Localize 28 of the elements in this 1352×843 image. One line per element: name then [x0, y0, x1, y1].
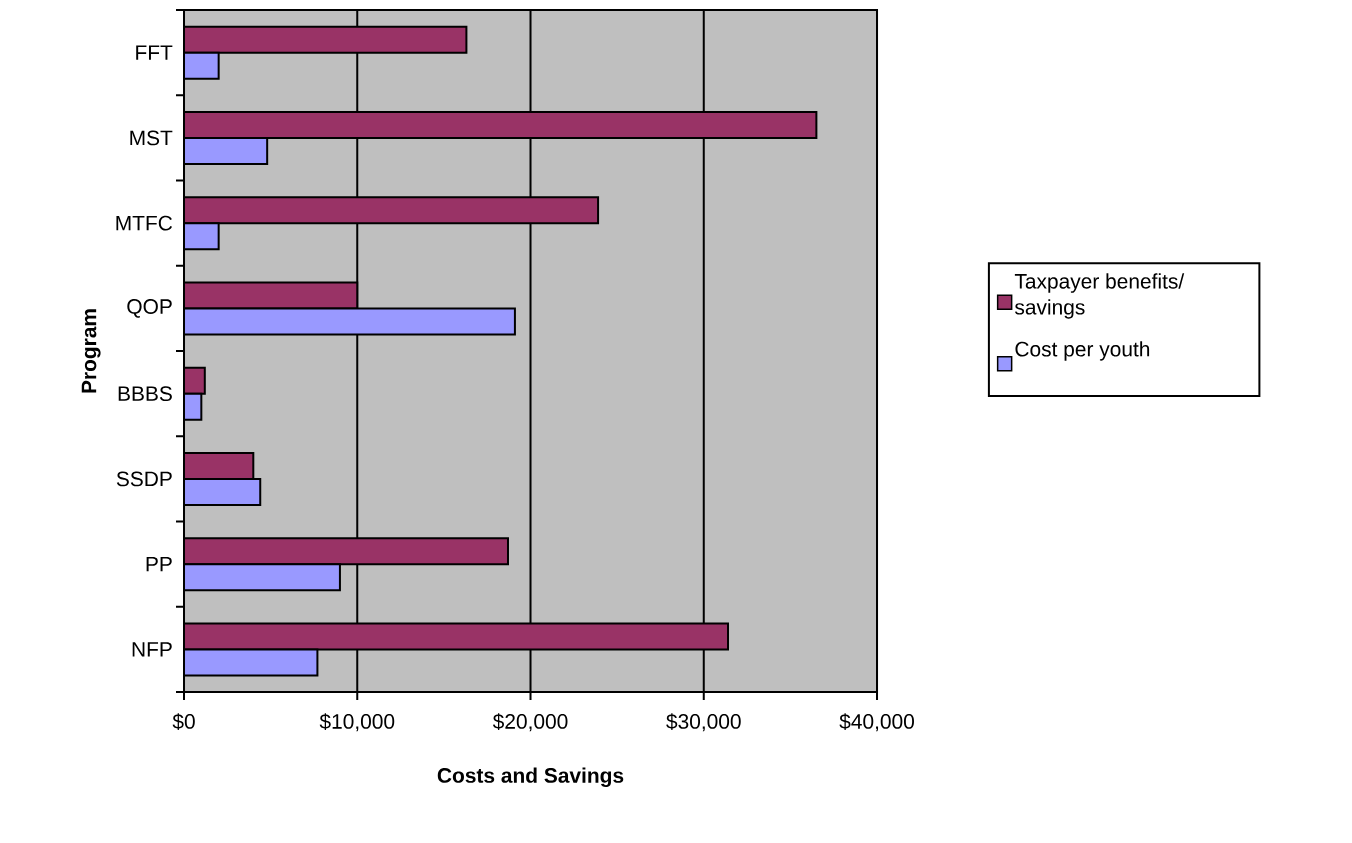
x-tick-label: $30,000 [666, 713, 741, 732]
legend-label: Cost per youth [1015, 341, 1150, 361]
bar [184, 622, 730, 651]
bar [184, 477, 262, 506]
x-tick-label: $0 [172, 713, 195, 731]
y-tick-label: MST [130, 130, 173, 146]
y-tick-label: PP [146, 556, 172, 572]
bar [184, 563, 341, 592]
bar [184, 281, 359, 310]
bar [184, 25, 468, 54]
x-axis-title: Costs and Savings [437, 767, 624, 788]
y-tick-label: MTFC [116, 215, 173, 231]
y-tick-label: NFP [132, 642, 172, 657]
y-tick-label: FFT [136, 45, 173, 60]
bar [184, 136, 269, 165]
y-tick-label: BBBS [118, 386, 172, 402]
x-tick-label: $20,000 [492, 713, 568, 732]
x-tick-label: $10,000 [319, 713, 395, 732]
x-tick-label: $40,000 [839, 713, 914, 732]
bar [184, 196, 600, 225]
bar [184, 110, 818, 139]
bar [184, 537, 509, 566]
bar [184, 307, 516, 336]
legend-label: Taxpayer benefits/ savings [1014, 273, 1185, 319]
y-tick-label: SSDP [116, 471, 172, 487]
y-axis-title: Program [81, 309, 101, 393]
y-tick-label: QOP [127, 299, 172, 318]
bar [184, 648, 319, 677]
